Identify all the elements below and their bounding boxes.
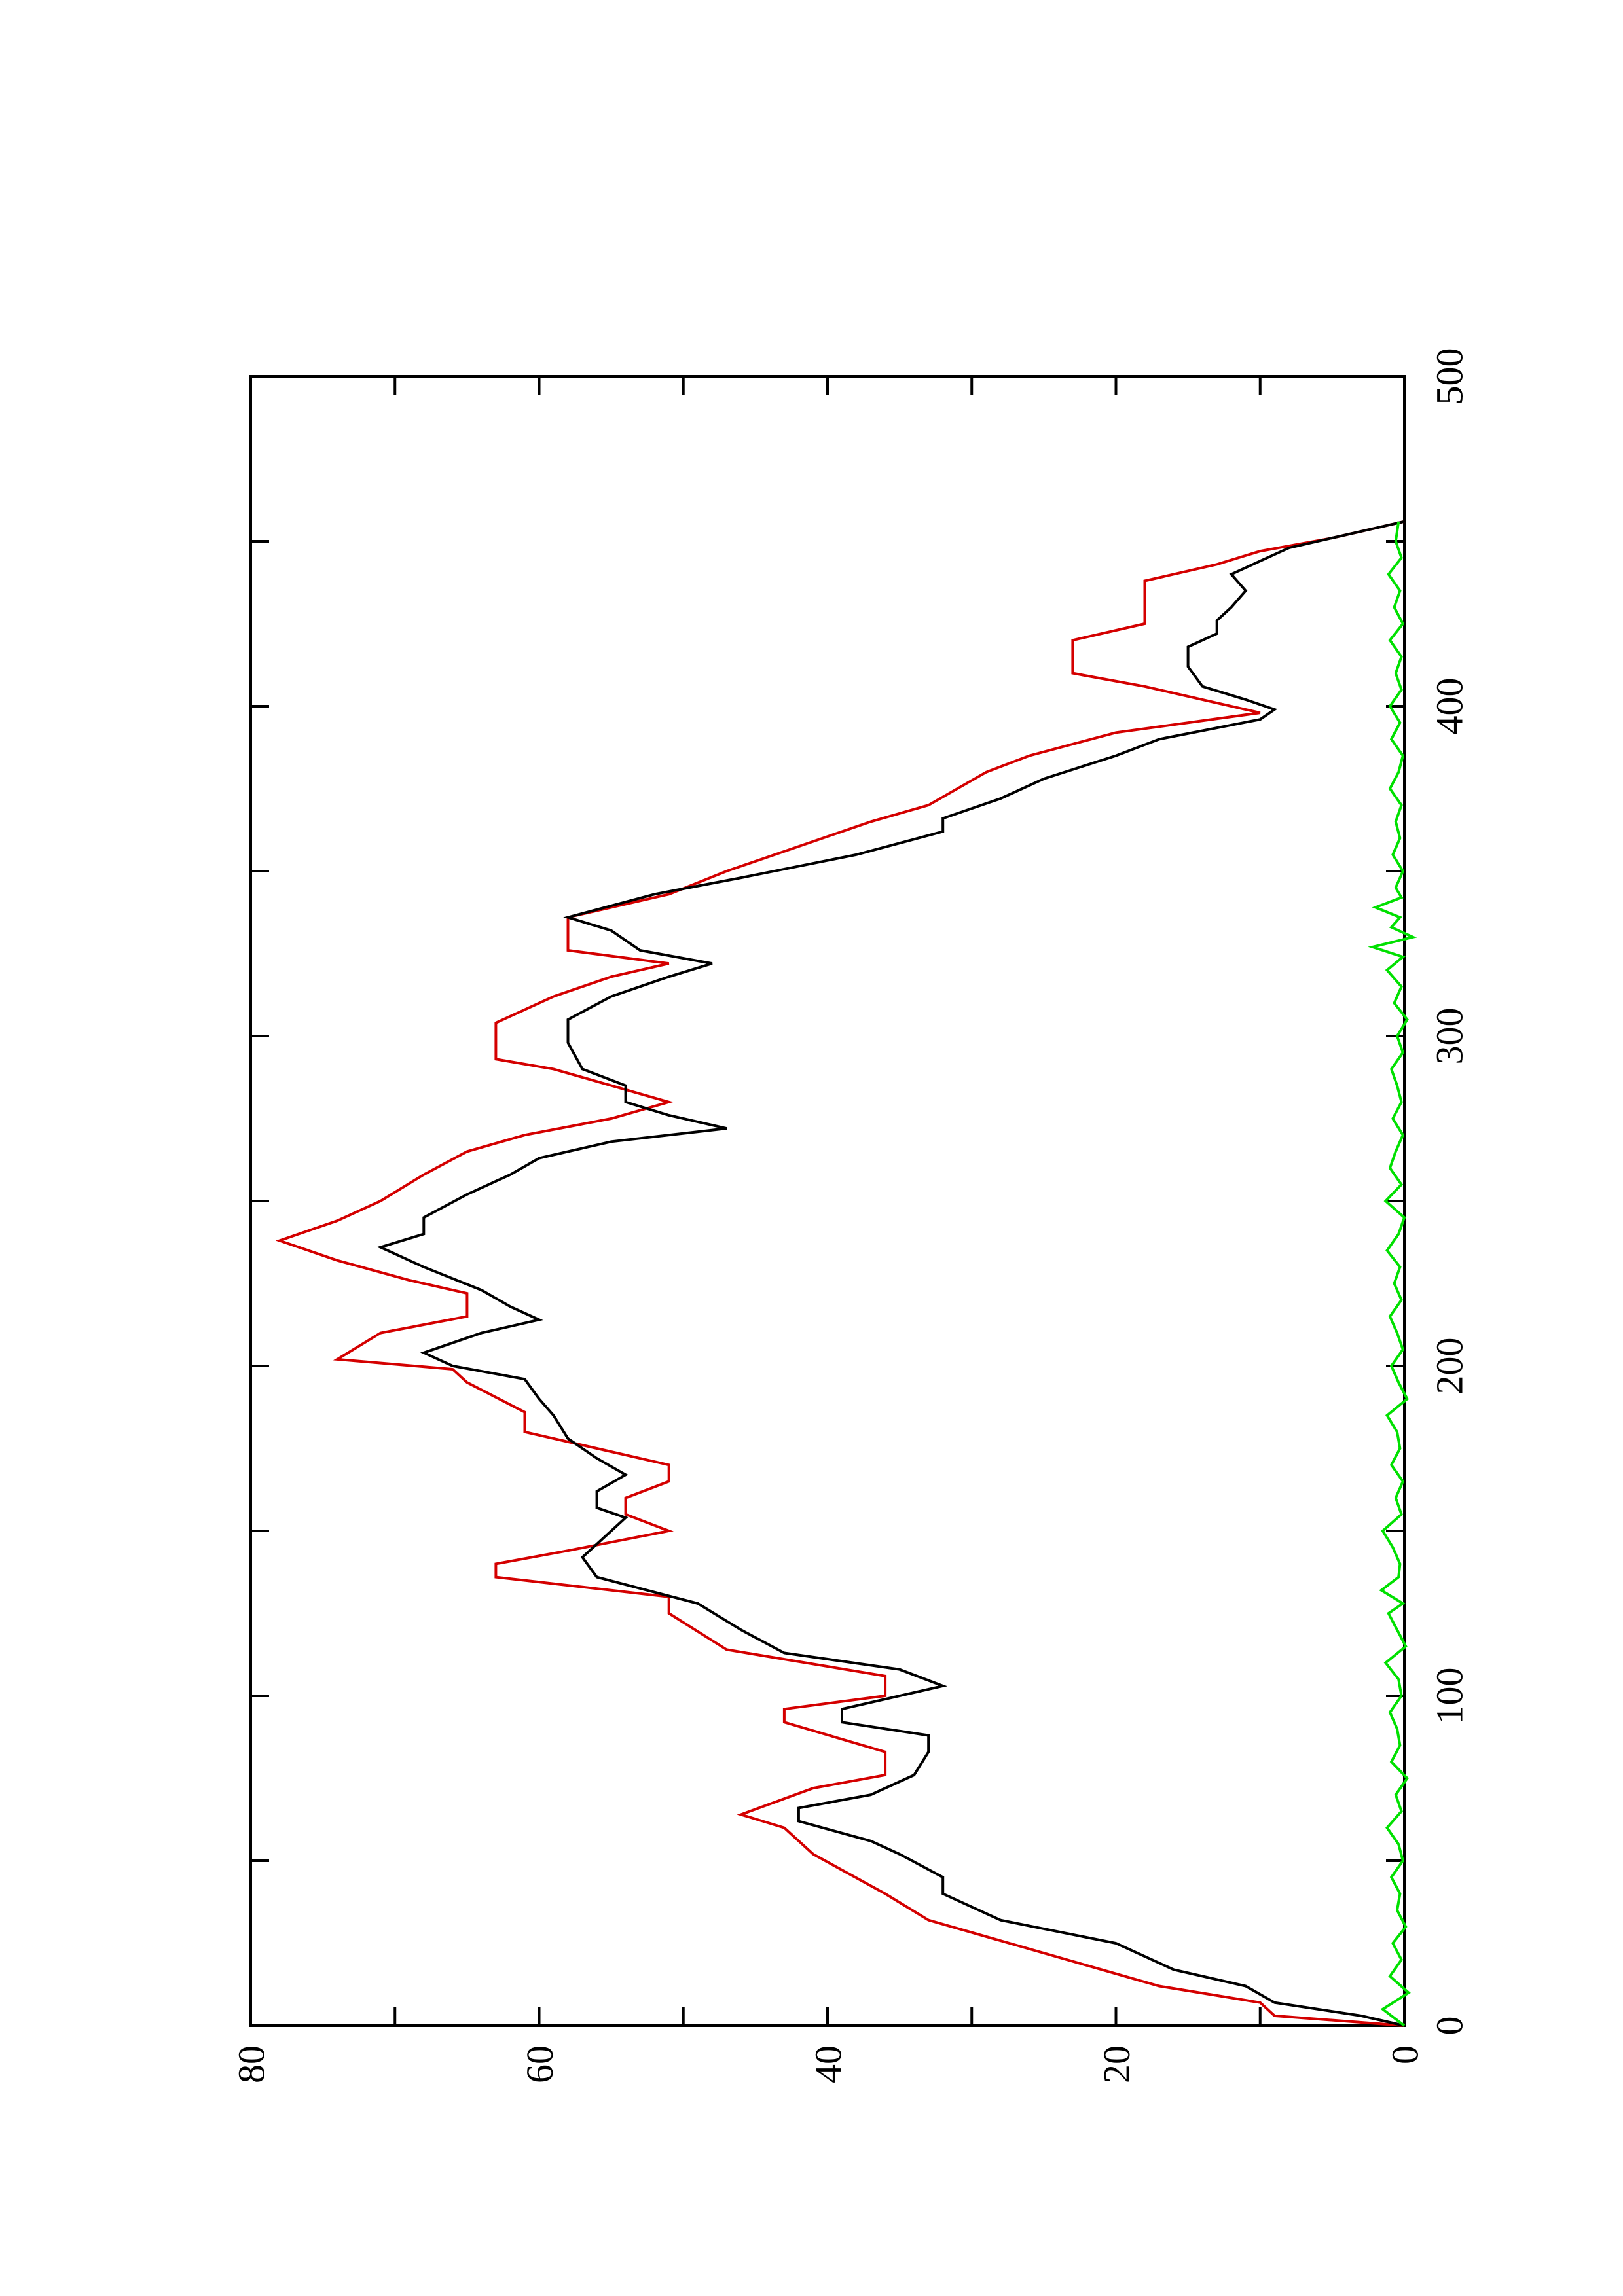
x-tick-label-500: 500 (1428, 348, 1470, 405)
series-line-0 (275, 520, 1405, 2027)
x-tick-label-400: 400 (1428, 678, 1470, 735)
series-line-2 (1368, 521, 1417, 2027)
axis-ticks (249, 375, 1406, 2027)
y-tick-label-80: 80 (230, 2045, 272, 2083)
y-tick-label-40: 40 (807, 2045, 849, 2083)
x-tick-label-300: 300 (1428, 1008, 1470, 1065)
y-tick-label-20: 20 (1095, 2045, 1138, 2083)
tick-labels: 0 100 200 300 400 500 0 20 40 60 80 (230, 348, 1470, 2084)
y-tick-label-0: 0 (1383, 2045, 1426, 2064)
x-tick-label-200: 200 (1428, 1338, 1470, 1395)
plot-border (249, 375, 1406, 2027)
series-line-1 (376, 520, 1405, 2027)
series-group (275, 520, 1417, 2027)
plot-frame (249, 375, 1406, 2027)
x-tick-label-100: 100 (1428, 1668, 1470, 1725)
y-tick-label-60: 60 (519, 2045, 561, 2083)
x-tick-label-0: 0 (1428, 2017, 1470, 2036)
